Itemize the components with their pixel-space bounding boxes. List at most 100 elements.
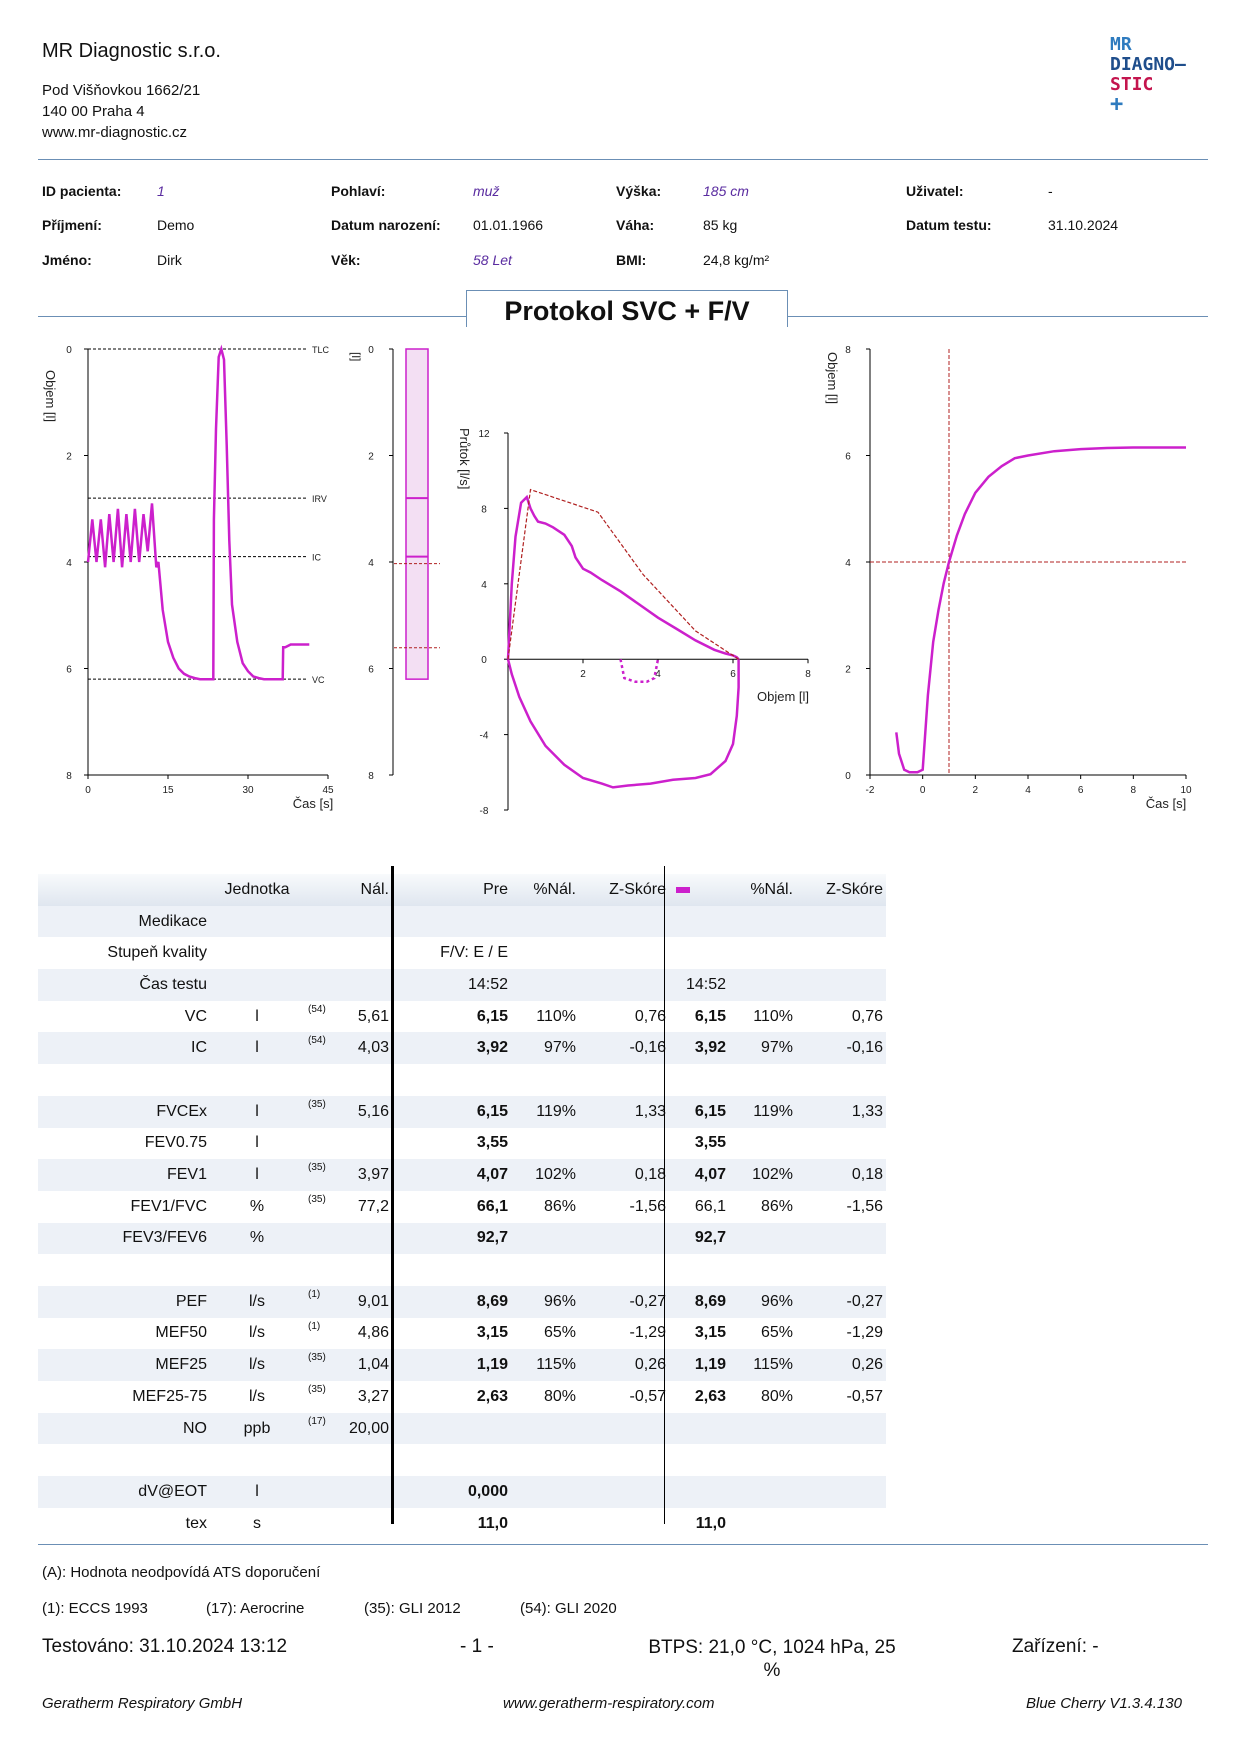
patient-id-value: 1 [157,183,165,199]
x-tick-label: 4 [655,669,661,680]
param-name-value: Medikace [138,912,207,930]
y-axis-label: Objem [l] [43,370,58,422]
param-pre: 3,92 [392,1032,511,1065]
ref-source-note: (1) [308,1320,321,1332]
param-z-value: -0,57 [629,1387,666,1405]
tested-timestamp: Testováno: 31.10.2024 13:12 [42,1636,288,1657]
param-ref [304,905,392,938]
param-unit-value: % [249,1229,265,1247]
param-unit-value: s [253,1514,261,1532]
param-pre [392,1412,511,1445]
btps-line-2: % [763,1660,781,1681]
param-unit-value: l [255,1102,259,1120]
param-pct2 [729,1412,796,1445]
x-tick-label: 10 [1180,785,1192,796]
param-z [579,905,669,938]
param-pre-value: 66,1 [476,1197,508,1215]
param-pct-value: 65% [543,1324,576,1342]
reference-line-label: TLC [312,345,330,355]
param-z2-value: -1,56 [846,1197,883,1215]
param-pct: 97% [511,1032,579,1065]
param-pre-value: 6,15 [476,1102,508,1120]
param-name-value: dV@EOT [138,1482,207,1500]
param-pct-value: 115% [536,1356,576,1374]
param-name [38,1064,210,1096]
param-unit-value: l [255,1482,259,1500]
param-pre-value: 3,92 [476,1039,508,1057]
vendor-url[interactable]: www.geratherm-respiratory.com [503,1695,715,1712]
x-tick-label: 4 [1025,785,1031,796]
param-ref-value: 3,97 [357,1166,389,1184]
flow-volume-predicted-line [507,488,739,660]
param-pct2: 96% [729,1285,796,1318]
param-unit: l [210,1095,304,1128]
param-name: MEF25 [38,1349,210,1381]
param-z [579,969,669,1001]
param-ref-value: 5,61 [357,1007,389,1025]
param-z2 [796,1444,886,1476]
param-unit: ppb [210,1412,304,1445]
param-post: 3,55 [669,1128,729,1160]
table-row: FEV3/FEV6% 92,7 92,7 [38,1222,886,1255]
param-name: tex [38,1508,210,1540]
param-pct2: 65% [729,1318,796,1350]
param-post: 66,1 [669,1191,729,1223]
param-pct2-value: 96% [760,1292,793,1310]
dob-label: Datum narození: [331,217,441,233]
param-name: IC [38,1032,210,1065]
header-name [38,874,210,906]
weight-value: 85 kg [703,217,738,233]
param-post-value: 1,19 [694,1356,726,1374]
param-ref: 9,01(1)(A) [304,1285,405,1318]
surname-value: Demo [157,217,195,233]
y-tick-label: 2 [368,452,374,463]
param-post [669,1444,729,1476]
param-name-value: Čas testu [139,975,207,993]
param-name-value: Stupeň kvality [107,944,207,962]
param-z [579,1444,669,1476]
param-z2-value: 0,18 [851,1166,883,1184]
param-name: Medikace [38,905,210,938]
param-z2 [796,1254,886,1286]
header-z2: Z-Skóre [796,874,886,906]
param-pct: 119% [511,1095,579,1128]
param-post-value: 92,7 [694,1229,726,1247]
param-pre: 4,07 [392,1159,511,1191]
param-z2-value: -0,57 [846,1387,883,1405]
param-pct2 [729,1222,796,1255]
param-unit: l/s [210,1349,304,1381]
x-tick-label: 30 [242,785,254,796]
bmi-label: BMI: [616,252,647,268]
param-z [579,1412,669,1445]
param-name-value: NO [183,1419,207,1437]
param-z2: 0,26 [796,1349,886,1381]
param-z-value: -0,27 [629,1292,666,1310]
param-post: 1,19 [669,1349,729,1381]
param-name-value: VC [184,1007,207,1025]
param-post-value: 6,15 [694,1102,726,1120]
dob-value: 01.01.1966 [473,217,544,233]
param-pct2 [729,1476,796,1508]
param-unit-value: l [255,1134,259,1152]
param-unit-value: l/s [249,1324,265,1342]
param-post: 6,15 [669,1001,729,1033]
param-name-value: IC [191,1039,207,1057]
param-name [38,1254,210,1286]
param-unit-value: l [255,1039,259,1057]
param-pct2-value: 86% [760,1197,793,1215]
param-unit: l [210,1001,304,1033]
param-z [579,1476,669,1508]
note-a: (A): Hodnota neodpovídá ATS doporučení [42,1564,321,1581]
y-tick-label: 0 [845,771,851,782]
param-ref [304,1476,392,1508]
param-ref-value: 1,04 [357,1356,389,1374]
y-tick-label: 8 [481,504,487,515]
ref-54: (54): GLI 2020 [520,1600,617,1617]
param-name: MEF50 [38,1318,210,1350]
param-post-value: 3,15 [694,1324,726,1342]
table-row: Stupeň kvality F/V: E / E [38,937,886,969]
param-name-value: FEV0.75 [144,1134,207,1152]
header-pct2: %Nál. [729,874,796,906]
param-post-value: 4,07 [694,1166,726,1184]
param-post: 8,69 [669,1285,729,1318]
